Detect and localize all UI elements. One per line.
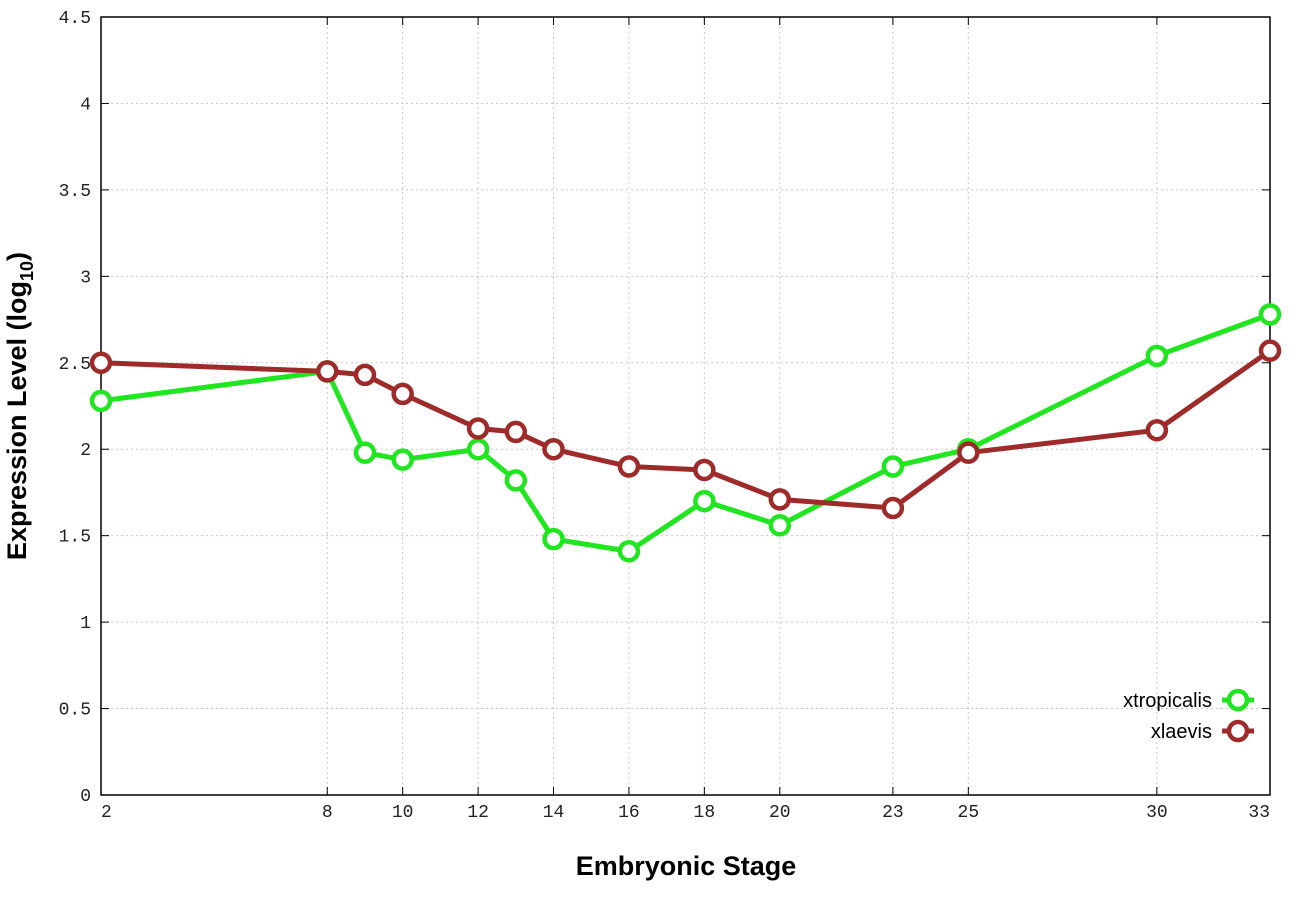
data-point-xtropicalis: [542, 527, 565, 551]
legend-label-xlaevis: xlaevis: [1151, 721, 1212, 743]
y-tick-label: 1.5: [59, 528, 91, 548]
grid: [101, 17, 1270, 795]
y-tick-label: 3: [80, 268, 91, 288]
axis-ticks: 0 0.5 1 1.5 2 2.5 3 3.5 4 4.5 2 8 10 12 14 16 18 20 23 25 30…: [59, 9, 1271, 823]
x-tick-label: 8: [322, 803, 333, 823]
legend-swatch-marker-xtropicalis: [1226, 688, 1250, 712]
x-tick-label: 33: [1248, 803, 1270, 823]
series-xtropicalis: [89, 303, 1282, 563]
y-tick-label: 2.5: [59, 355, 91, 375]
data-point-xlaevis: [1258, 339, 1282, 362]
y-axis-title: Expression Level (log10): [2, 252, 37, 560]
data-point-xlaevis: [89, 351, 113, 375]
data-point-xlaevis: [617, 455, 641, 478]
x-axis-title: Embryonic Stage: [576, 851, 797, 881]
legend-swatch-marker-xlaevis: [1226, 719, 1250, 743]
data-point-xlaevis: [693, 458, 716, 482]
y-tick-label: 0: [80, 787, 91, 807]
series-xlaevis: [89, 339, 1282, 520]
x-tick-label: 18: [694, 803, 716, 823]
x-tick-label: 10: [392, 803, 414, 823]
x-tick-label: 20: [769, 803, 791, 823]
data-point-xlaevis: [504, 420, 528, 444]
data-point-xtropicalis: [693, 489, 716, 513]
y-axis-title-base: Expression Level (log: [2, 281, 32, 560]
x-tick-label: 23: [882, 803, 904, 823]
legend-label-xtropicalis: xtropicalis: [1123, 690, 1212, 712]
y-tick-label: 3.5: [59, 182, 91, 202]
plot-frame: [100, 16, 1271, 796]
x-tick-label: 30: [1146, 803, 1168, 823]
y-tick-label: 1: [80, 614, 91, 634]
data-point-xtropicalis: [353, 441, 377, 464]
data-point-xtropicalis: [768, 514, 792, 537]
x-tick-label: 25: [958, 803, 980, 823]
y-axis-title-subscript: 10: [17, 261, 37, 281]
y-tick-label: 2: [80, 441, 91, 461]
data-point-xtropicalis: [391, 448, 414, 471]
y-axis-title-suffix: ): [2, 252, 32, 261]
data-point-xtropicalis: [1145, 344, 1169, 368]
data-point-xlaevis: [542, 437, 565, 461]
y-tick-label: 4.5: [59, 9, 91, 29]
y-tick-label: 0.5: [59, 701, 91, 721]
x-tick-label: 2: [101, 803, 112, 823]
data-point-xtropicalis: [466, 437, 490, 461]
series-layer: [89, 303, 1282, 563]
x-tick-label: 14: [543, 803, 565, 823]
data-point-xtropicalis: [881, 455, 905, 478]
data-point-xlaevis: [881, 496, 905, 520]
series-line-xtropicalis: [98, 311, 1273, 554]
data-point-xlaevis: [1145, 418, 1169, 442]
data-point-xlaevis: [353, 363, 377, 387]
data-point-xtropicalis: [617, 539, 641, 563]
data-point-xlaevis: [316, 360, 339, 383]
series-line-xlaevis: [98, 348, 1273, 511]
data-point-xlaevis: [768, 488, 792, 511]
data-point-xlaevis: [466, 417, 490, 440]
data-point-xtropicalis: [89, 389, 113, 413]
legend: xtropicalis xlaevis: [1123, 688, 1254, 743]
data-point-xlaevis: [391, 382, 414, 406]
y-tick-label: 4: [80, 95, 91, 115]
data-point-xtropicalis: [1258, 303, 1282, 326]
data-point-xtropicalis: [504, 469, 528, 492]
data-point-xlaevis: [957, 441, 980, 464]
legend-entry-xtropicalis: xtropicalis: [1123, 688, 1254, 712]
legend-entry-xlaevis: xlaevis: [1151, 719, 1254, 743]
x-tick-label: 12: [467, 803, 489, 823]
x-tick-label: 16: [618, 803, 640, 823]
